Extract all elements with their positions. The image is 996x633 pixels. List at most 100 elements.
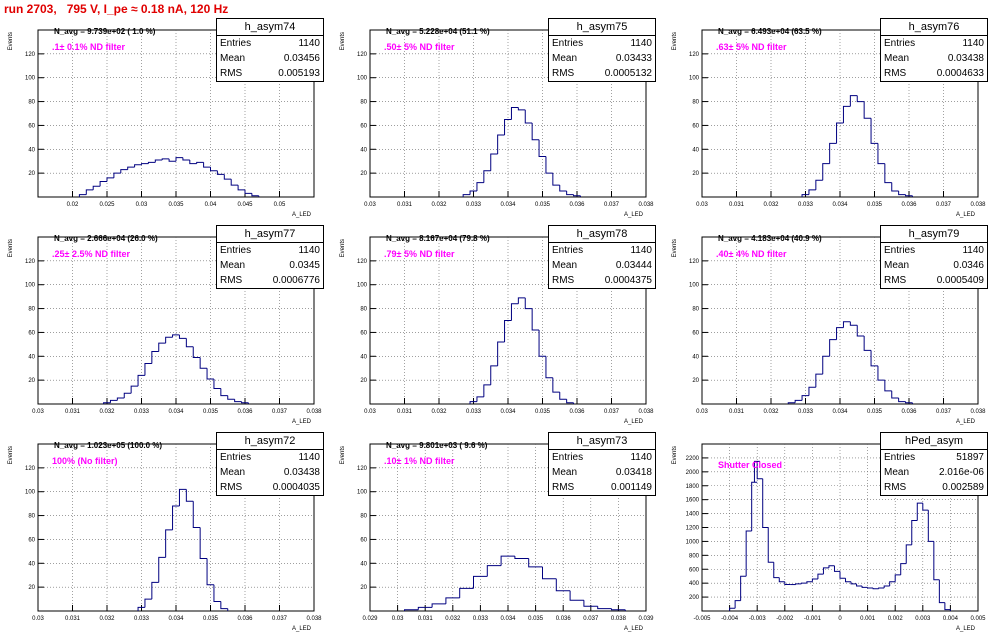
stats-box: h_asym79 Entries 1140 Mean 0.0346 RMS 0.000540… [880,225,988,289]
y-tick-label: 600 [689,567,700,573]
histogram-bin [154,159,163,163]
histogram-bin [545,156,553,174]
stats-box: h_asym73 Entries 1140 Mean 0.03418 RMS 0.00114… [548,432,656,496]
y-axis-title: Events [340,446,346,464]
histogram-bin [106,177,114,182]
histogram-bin [517,297,526,304]
x-tick-label: 0.031 [65,616,81,622]
y-tick-label: 1600 [686,498,700,504]
y-tick-label: 120 [357,259,368,265]
histogram-bin [538,139,546,157]
histogram-bin [842,105,851,124]
x-tick-label: 0.033 [466,202,482,208]
histogram-bin [223,174,232,180]
histogram-bin [863,101,872,119]
histogram-bin [833,565,840,572]
x-tick-label: 0.002 [888,616,904,622]
histogram-bin [877,143,885,165]
histogram-bin [227,395,235,400]
stats-label: Entries [552,452,584,463]
x-tick-label: 0.005 [970,616,986,622]
histogram-bin [861,585,868,588]
histogram-bin [476,182,484,192]
stats-row-entries: Entries 1140 [217,243,323,258]
y-tick-label: 20 [360,378,367,384]
y-tick-label: 20 [360,171,367,177]
y-tick-label: 40 [692,147,699,153]
histogram-bins [78,157,260,197]
histogram-bin [158,342,166,352]
stats-value: 2.016e-06 [938,467,984,478]
histogram-panel-hPed_asym: -0.005 -0.004 -0.003 -0.002 -0.001 0 0.001 0.00… [664,426,996,633]
x-tick-label: 0.032 [431,202,447,208]
histogram-bin [878,587,885,589]
histogram-bin [192,501,201,528]
x-tick-label: 0.045 [237,202,253,208]
histogram-bin [172,334,180,338]
x-tick-label: 0.004 [943,616,959,622]
y-tick-label: 60 [28,123,35,129]
histogram-bin [905,544,912,564]
histogram-bin [99,180,107,187]
x-axis-title: A_LED [292,626,312,632]
stats-value: 0.0005132 [604,68,652,79]
histogram-bin [182,157,190,161]
y-tick-label: 40 [360,561,367,567]
x-tick-label: 0.037 [936,409,952,415]
stats-value: 1140 [298,452,320,463]
x-tick-label: 0.034 [832,202,848,208]
x-tick-label: 0.035 [535,202,551,208]
histogram-bin [220,601,228,610]
histogram-bin [822,355,830,375]
histogram-bin [905,401,913,404]
x-tick-label: 0.034 [832,409,848,415]
x-tick-label: 0.033 [473,616,489,622]
stats-row-mean: Mean 0.0346 [881,258,987,273]
stats-row-entries: Entries 51897 [881,450,987,465]
y-tick-label: 40 [692,354,699,360]
stats-value: 1140 [630,452,652,463]
x-tick-label: 0.033 [798,202,814,208]
histogram-bin [172,505,180,530]
stats-box: h_asym72 Entries 1140 Mean 0.03438 RMS 0.00040… [216,432,324,496]
x-tick-label: 0.036 [237,616,253,622]
histogram-bin [815,179,823,190]
histogram-bin [168,158,176,162]
y-tick-label: 100 [25,283,36,289]
histogram-panel-h_asym74: 0.02 0.025 0.03 0.035 0.04 0.045 0.05 20 40 60 80 1… [0,12,332,219]
histogram-bin [497,341,505,366]
stats-label: Mean [552,467,578,478]
histogram-bin [751,481,758,531]
histogram-bin [542,566,557,580]
histogram-bins [469,297,575,404]
histogram-bin [801,395,809,401]
y-tick-label: 120 [689,259,700,265]
stats-box: hPed_asym Entries 51897 Mean 2.016e-06 RMS 0.0… [880,432,988,496]
histogram-bin [891,390,899,399]
histogram-bins [103,334,249,404]
histogram-bin [822,163,830,181]
histogram-bin [531,123,540,141]
y-tick-label: 400 [689,581,700,587]
stats-value: 0.0004375 [604,275,652,286]
histogram-bin [78,194,87,197]
x-tick-label: 0.035 [867,409,883,415]
x-tick-label: 0.036 [569,409,585,415]
x-tick-label: 0.031 [397,202,413,208]
histogram-bin [729,607,736,611]
histogram-bin [196,161,204,164]
histogram-bin [103,402,111,404]
histogram-bin [127,166,135,170]
histogram-bin [473,575,488,589]
stats-label: Mean [220,467,246,478]
x-tick-label: 0.035 [168,202,184,208]
histogram-bin [800,582,807,584]
stats-row-mean: Mean 0.03438 [217,465,323,480]
y-tick-label: 120 [357,466,368,472]
histogram-bin [85,189,94,195]
stats-row-mean: Mean 2.016e-06 [881,465,987,480]
x-tick-label: 0.003 [915,616,931,622]
stats-row-entries: Entries 1140 [549,36,655,51]
y-tick-label: 60 [28,330,35,336]
x-tick-label: 0.033 [466,409,482,415]
